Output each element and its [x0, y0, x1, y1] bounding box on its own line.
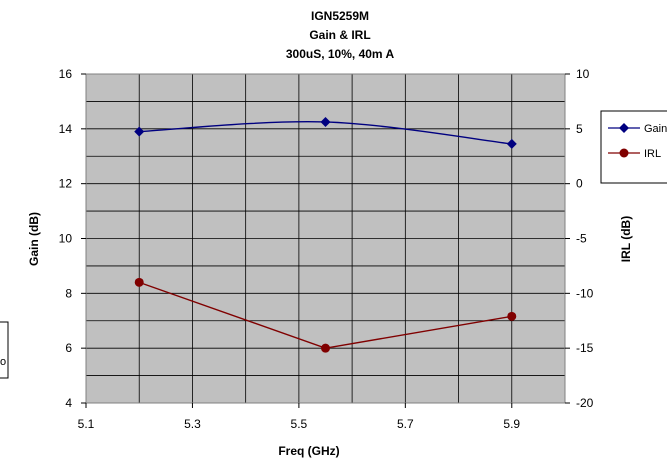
grid [85, 73, 566, 404]
legend-irl-label: IRL [644, 148, 661, 160]
data-point-gain [506, 138, 517, 149]
left-fragment-frame [0, 321, 9, 379]
y-tick-label: 10 [59, 232, 73, 246]
data-point-irl [321, 343, 330, 353]
legend-box [600, 110, 667, 184]
data-point-irl [134, 277, 144, 287]
x-tick-label: 5.7 [397, 417, 414, 431]
x-tick-label: 5.1 [78, 417, 95, 431]
y-tick-label: 4 [65, 396, 72, 410]
data-point-gain [134, 126, 145, 137]
y2-tick-label: -15 [576, 341, 594, 355]
x-tick-label: 5.3 [184, 417, 201, 431]
data-point-gain [320, 116, 331, 127]
y2-tick-label: -10 [576, 286, 594, 300]
tick-labels: 5.1 5.3 5.5 5.7 5.9 4 6 8 10 12 14 16 -20 -15 -10 -5 0 5 1… [59, 67, 594, 431]
y2-tick-label: 10 [576, 67, 590, 81]
y2-axis-title: IRL (dB) [619, 216, 633, 262]
chart-title-line-3: 300uS, 10%, 40m A [286, 47, 395, 61]
axes [81, 73, 570, 408]
y2-tick-label: -20 [576, 396, 594, 410]
series [134, 116, 517, 353]
chart-title: IGN5259M Gain & IRL 300uS, 10%, 40m A [286, 9, 395, 61]
legend-gain-marker [619, 123, 629, 133]
chart-title-line-2: Gain & IRL [309, 28, 370, 42]
y2-tick-label: 5 [576, 122, 583, 136]
y-tick-label: 16 [59, 67, 73, 81]
y-tick-label: 8 [65, 286, 72, 300]
y-axis-title: Gain (dB) [27, 212, 41, 266]
left-fragment-label: o [0, 356, 6, 368]
y-tick-label: 12 [59, 177, 73, 191]
legend-gain-label: Gain [644, 123, 667, 135]
y-tick-label: 14 [59, 122, 73, 136]
y2-tick-label: -5 [576, 232, 587, 246]
y2-tick-label: 0 [576, 177, 583, 191]
legend-irl-marker [619, 148, 629, 158]
y-tick-label: 6 [65, 341, 72, 355]
legend: Gain IRL [600, 110, 667, 184]
x-tick-label: 5.9 [503, 417, 520, 431]
left-fragment-box: o [0, 321, 9, 379]
x-axis-title: Freq (GHz) [278, 444, 339, 458]
data-point-irl [507, 311, 517, 321]
chart-title-line-1: IGN5259M [311, 9, 369, 23]
x-tick-label: 5.5 [291, 417, 308, 431]
